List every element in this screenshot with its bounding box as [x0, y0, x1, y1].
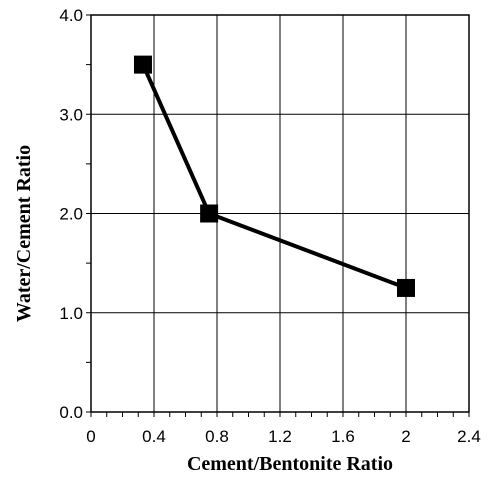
ticks — [86, 14, 470, 417]
data-point — [133, 55, 152, 74]
data-point — [200, 204, 219, 223]
series-line — [141, 63, 407, 290]
x-axis-title: Cement/Bentonite Ratio — [187, 453, 393, 475]
x-tick-label: 0.8 — [205, 427, 229, 446]
y-tick-labels: 0.0 1.0 2.0 3.0 4.0 — [59, 6, 83, 422]
grid — [91, 15, 469, 412]
x-tick-labels: 0 0.4 0.8 1.2 1.6 2 2.4 — [86, 427, 481, 446]
y-tick-label: 1.0 — [59, 304, 83, 323]
y-tick-label: 3.0 — [59, 105, 83, 124]
y-tick-label: 4.0 — [59, 6, 83, 25]
x-tick-label: 1.2 — [268, 427, 292, 446]
y-axis-title: Water/Cement Ratio — [13, 145, 35, 322]
x-tick-label: 2.4 — [457, 427, 481, 446]
y-tick-label: 2.0 — [59, 205, 83, 224]
x-tick-label: 1.6 — [331, 427, 355, 446]
series — [133, 55, 415, 297]
x-tick-label: 2 — [401, 427, 410, 446]
x-tick-label: 0 — [86, 427, 95, 446]
y-tick-label: 0.0 — [59, 403, 83, 422]
x-tick-label: 0.4 — [142, 427, 166, 446]
data-point — [397, 278, 415, 297]
